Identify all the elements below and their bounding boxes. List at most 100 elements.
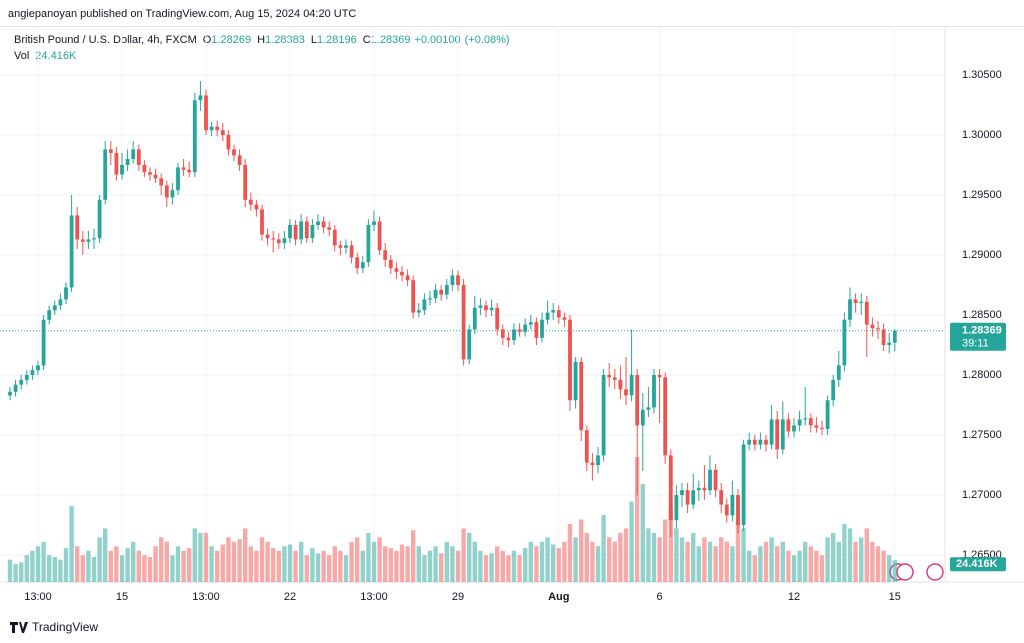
volume-bar	[663, 519, 668, 582]
y-tick-label: 1.29000	[962, 249, 1002, 261]
frame	[0, 26, 1024, 27]
volume-bar	[159, 537, 164, 582]
candle-body	[528, 322, 533, 325]
volume-bar	[539, 541, 545, 582]
candle-body	[792, 425, 796, 432]
candle-body	[752, 439, 757, 445]
candle-body	[568, 319, 572, 401]
volume-bar	[30, 550, 35, 582]
candle-body	[108, 149, 113, 153]
volume-bar	[282, 546, 287, 582]
candle-body	[47, 310, 52, 320]
volume-bar	[495, 546, 500, 582]
y-tick-label: 1.27000	[962, 489, 1002, 501]
candle-body	[69, 215, 74, 288]
volume-bar	[299, 541, 304, 582]
volume-bar	[58, 559, 63, 582]
symbol: British Pound / U.S. Dollar, 4h, FXCM	[14, 34, 197, 46]
volume-bar	[651, 532, 657, 582]
volume-bar	[439, 553, 444, 582]
candle-body	[612, 377, 617, 380]
x-tick-label: 22	[284, 591, 296, 603]
candle-body	[556, 310, 561, 318]
candle-body	[484, 305, 488, 311]
candle-body	[668, 455, 673, 521]
candle-body	[842, 319, 847, 366]
candle-body	[859, 301, 864, 303]
volume-bar	[623, 528, 629, 582]
volume-bar	[321, 550, 326, 582]
volume-legend: Vol 24.416K	[14, 50, 77, 62]
logo	[10, 622, 28, 633]
volume-bar	[203, 532, 209, 582]
volume-bar	[371, 541, 377, 582]
volume-bar	[7, 559, 13, 582]
volume-bar	[825, 537, 830, 582]
candle-body	[444, 285, 449, 295]
candle-body	[892, 330, 897, 343]
candle-body	[814, 425, 819, 428]
candle-body	[120, 165, 124, 175]
candle-body	[405, 275, 410, 281]
volume-bar	[114, 546, 119, 582]
candle-body	[584, 430, 589, 463]
volume-bar	[103, 528, 108, 582]
volume-bar	[349, 541, 354, 582]
candle-body	[271, 238, 276, 240]
candle-body	[663, 377, 668, 456]
candle-body	[13, 384, 18, 392]
volume-bar	[763, 541, 769, 582]
volume-bar	[506, 555, 511, 582]
candle-body	[635, 375, 640, 426]
price-tag	[950, 322, 1006, 351]
candle-body	[383, 250, 388, 260]
candle-body	[467, 329, 472, 360]
candle-body	[724, 504, 729, 516]
volume-bar	[691, 532, 696, 582]
candle-body	[506, 337, 511, 341]
volume-bar	[19, 562, 24, 582]
volume-bar	[315, 553, 321, 582]
x-tick-label: 13:00	[192, 591, 220, 603]
volume-bar	[47, 555, 52, 582]
candle-body	[685, 490, 690, 505]
volume-bar	[24, 555, 29, 582]
legend: British Pound / U.S. Dollar, 4h, FXCM O1.…	[14, 34, 510, 46]
candle-body	[825, 400, 830, 429]
volume-bar	[231, 541, 237, 582]
volume-bar	[175, 546, 181, 582]
candle-body	[428, 298, 432, 300]
candle-body	[764, 439, 768, 445]
candle-body	[192, 100, 197, 173]
volume-bar	[405, 546, 410, 582]
candle-body	[534, 322, 539, 338]
candle-body	[573, 361, 578, 401]
event-markers	[889, 563, 944, 581]
candle-body	[254, 204, 259, 210]
candle-body	[366, 225, 371, 263]
volume-bar	[483, 555, 489, 582]
x-tick-label: 29	[452, 591, 464, 603]
volume-bar	[831, 532, 836, 582]
candle-body	[797, 419, 802, 426]
volume-bar	[523, 548, 528, 582]
footer: TradingView	[32, 620, 98, 634]
volume-bar	[394, 550, 399, 582]
volume-bar	[590, 541, 595, 582]
candle-body	[803, 418, 808, 420]
ohlc-value: 1.28383	[265, 34, 305, 46]
volume-bar	[164, 541, 169, 582]
candle-body	[456, 275, 460, 285]
candle-body	[394, 268, 399, 272]
ohlc-value: 1.28369	[371, 34, 411, 46]
candle-body	[853, 299, 858, 303]
volume-bar	[847, 528, 853, 582]
volume-bar	[192, 528, 197, 582]
candle-body	[640, 409, 645, 426]
candle-body	[495, 307, 500, 330]
volume-bar	[747, 550, 752, 582]
candle-body	[372, 221, 376, 225]
volume-bar	[91, 557, 97, 582]
candle-body	[624, 389, 628, 396]
volume-bar	[584, 532, 589, 582]
